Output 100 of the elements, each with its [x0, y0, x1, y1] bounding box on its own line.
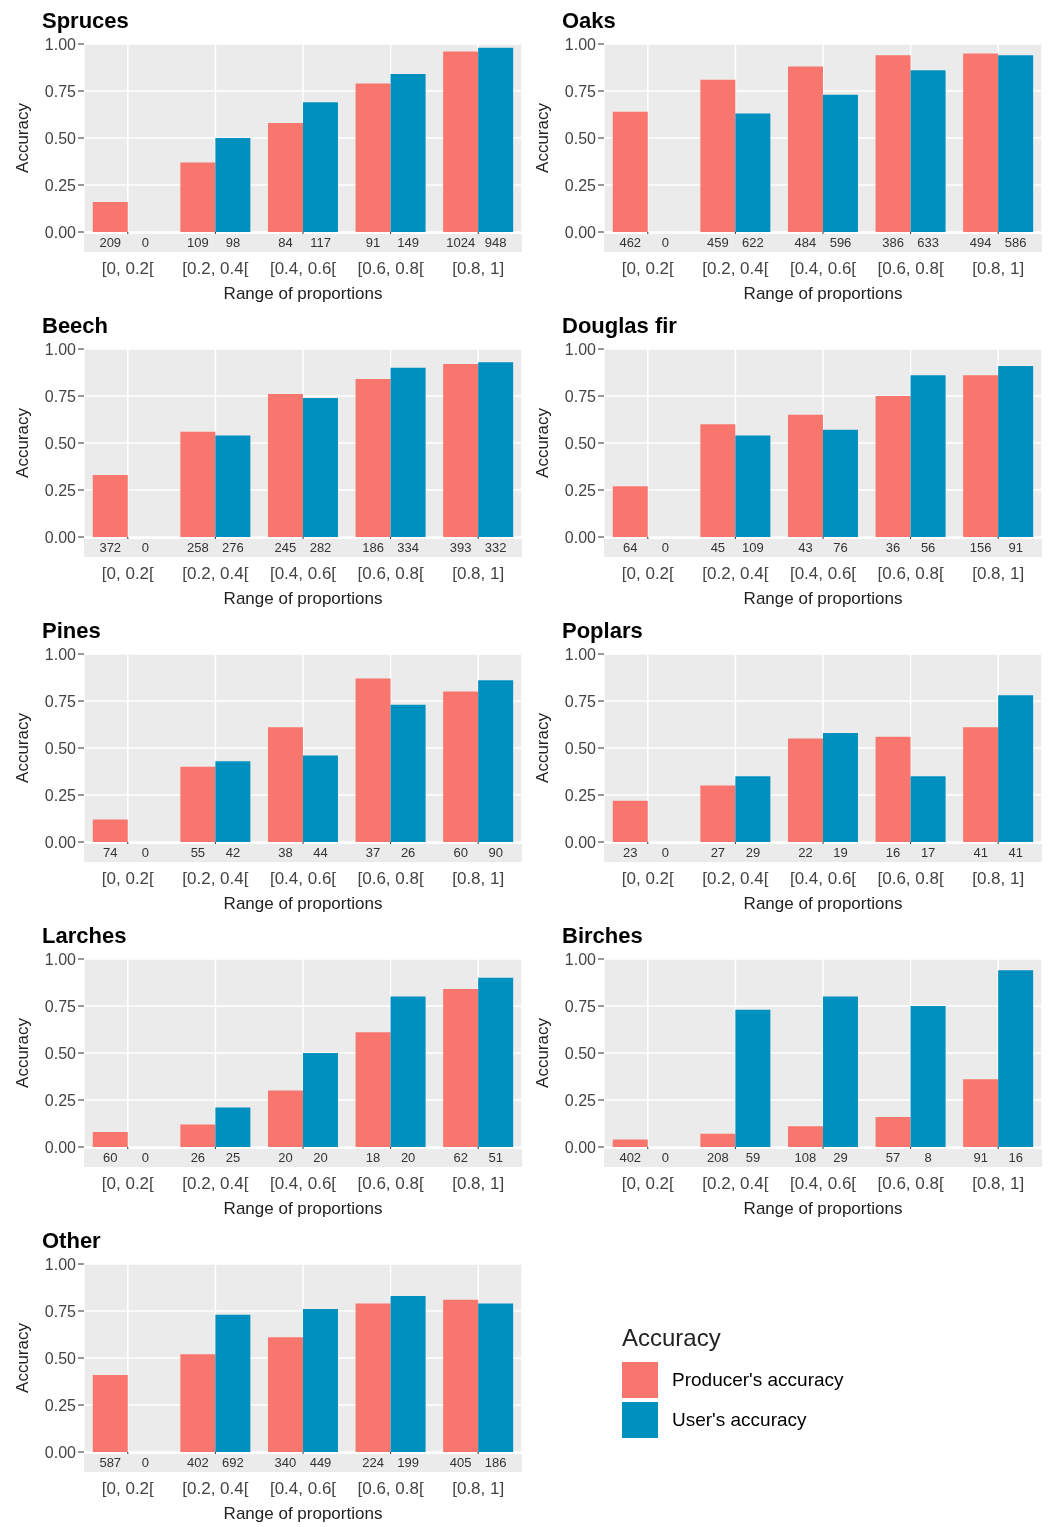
x-tick-label: [0, 0.2[	[101, 259, 155, 279]
bar	[700, 79, 736, 232]
text: 60	[453, 845, 468, 860]
y-tick-label: 0.00	[564, 528, 597, 546]
x-axis-title: Range of proportions	[222, 894, 384, 914]
y-tick-label: 0.50	[44, 434, 77, 452]
x-tick-label: [0, 0.2[	[621, 259, 675, 279]
x-axis-title: Range of proportions	[222, 589, 384, 609]
bar	[735, 113, 771, 232]
bar	[443, 691, 479, 842]
bar	[390, 367, 426, 537]
x-tick-label: [0.8, 1]	[972, 259, 1025, 279]
bar	[612, 800, 648, 842]
text: 76	[833, 540, 848, 555]
x-tick-label: [0.8, 1]	[972, 564, 1025, 584]
bar	[998, 365, 1034, 537]
bar	[963, 1079, 999, 1147]
text: 55	[190, 845, 206, 860]
y-tick-label: 0.50	[44, 739, 77, 757]
text: 20	[400, 1150, 416, 1165]
text: 19	[833, 845, 848, 860]
text: 44	[313, 845, 328, 860]
y-tick-label: 0.25	[44, 481, 77, 499]
bar	[822, 732, 858, 842]
text: 258	[187, 540, 209, 555]
x-tick-label: [0.8, 1]	[452, 564, 505, 584]
text: 74	[102, 845, 119, 860]
bar	[215, 1314, 251, 1452]
text: 109	[187, 235, 209, 250]
bar	[215, 435, 251, 537]
text: 1024	[446, 235, 476, 250]
bar	[355, 1303, 391, 1452]
text: 20	[313, 1150, 328, 1165]
bar	[735, 776, 771, 842]
text: 0	[661, 845, 669, 860]
text: 393	[449, 540, 472, 555]
y-axis-title: Accuracy	[533, 1017, 553, 1088]
bar	[355, 678, 391, 842]
text: 42	[225, 845, 241, 860]
chart-title: Poplars	[561, 618, 644, 645]
legend-title: Accuracy	[622, 1324, 722, 1352]
bar	[443, 51, 479, 232]
bar	[390, 74, 426, 232]
y-tick-label: 0.50	[44, 129, 77, 147]
text: 37	[365, 845, 381, 860]
x-tick-label: [0, 0.2[	[621, 1174, 675, 1194]
text: 405	[449, 1455, 472, 1470]
y-tick-label: 1.00	[44, 645, 77, 663]
text: 0	[141, 1150, 149, 1165]
bar	[390, 1295, 426, 1452]
bar	[700, 785, 736, 842]
text: 26	[400, 845, 416, 860]
bar	[478, 362, 514, 537]
y-tick-label: 0.75	[44, 997, 77, 1015]
bar	[787, 66, 823, 232]
y-tick-label: 0.50	[564, 129, 597, 147]
y-tick-label: 0.00	[44, 1138, 77, 1156]
x-tick-label: [0.2, 0.4[	[702, 1174, 769, 1194]
text: 59	[745, 1150, 761, 1165]
x-tick-label: [0.2, 0.4[	[182, 869, 249, 889]
text: 156	[969, 540, 992, 555]
x-tick-label: [0, 0.2[	[621, 869, 675, 889]
x-tick-label: [0.4, 0.6[	[789, 1174, 857, 1194]
text: 29	[833, 1150, 848, 1165]
text: 334	[397, 540, 419, 555]
text: 64	[622, 540, 639, 555]
text: 372	[98, 540, 123, 555]
text: 276	[222, 540, 244, 555]
text: 0	[661, 1150, 669, 1165]
text: 948	[484, 235, 507, 250]
x-tick-label: [0.8, 1]	[972, 869, 1025, 889]
y-tick-label: 0.50	[44, 1349, 77, 1367]
x-tick-label: [0.6, 0.8[	[877, 869, 944, 889]
bar	[302, 102, 338, 232]
text: 224	[362, 1455, 384, 1470]
bar	[267, 1337, 303, 1452]
y-tick-label: 0.75	[564, 387, 597, 405]
bar	[267, 394, 303, 537]
y-tick-label: 0.50	[44, 1044, 77, 1062]
x-axis-title: Range of proportions	[222, 1199, 384, 1219]
bar	[612, 111, 648, 232]
bar	[92, 1131, 128, 1147]
bar	[963, 53, 999, 232]
y-axis-title: Accuracy	[533, 712, 553, 783]
x-tick-label: [0.2, 0.4[	[702, 869, 769, 889]
y-tick-label: 0.25	[564, 481, 597, 499]
y-axis-title: Accuracy	[13, 1017, 33, 1088]
text: 117	[310, 235, 331, 250]
bar	[998, 695, 1034, 842]
bar	[910, 1006, 946, 1147]
bar	[180, 431, 216, 537]
text: 462	[618, 235, 643, 250]
text: 692	[222, 1455, 244, 1470]
y-tick-label: 0.00	[564, 1138, 597, 1156]
y-tick-label: 0.75	[564, 82, 597, 100]
y-tick-label: 0.00	[564, 833, 597, 851]
text: 20	[278, 1150, 293, 1165]
chart-title: Pines	[41, 618, 102, 645]
y-tick-label: 1.00	[44, 950, 77, 968]
bar	[302, 1309, 338, 1452]
